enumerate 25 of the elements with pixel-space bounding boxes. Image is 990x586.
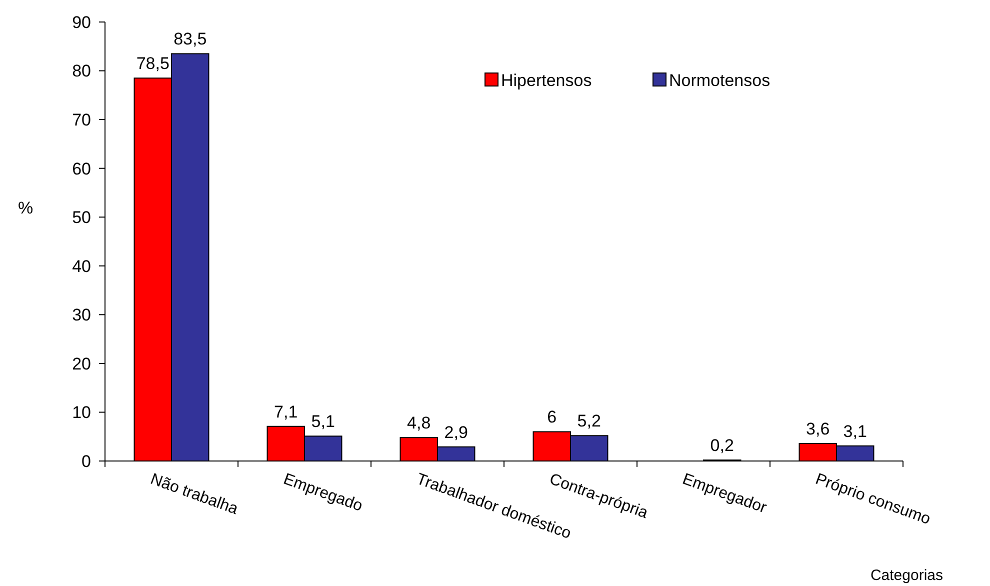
y-tick-label: 20 <box>72 354 91 374</box>
data-label: 83,5 <box>174 30 207 49</box>
data-label: 0,2 <box>710 436 734 456</box>
data-label: 2,9 <box>444 422 468 442</box>
legend-label: Hipertensos <box>501 70 592 90</box>
y-axis-title: % <box>18 198 34 218</box>
y-tick-label: 90 <box>72 12 91 32</box>
data-label: 6 <box>547 408 557 427</box>
y-tick-label: 50 <box>72 208 91 228</box>
data-label: 3,6 <box>806 419 830 438</box>
data-label: 78,5 <box>136 54 170 74</box>
legend-label: Normotensos <box>669 70 770 90</box>
data-label: 7,1 <box>274 402 298 422</box>
y-tick-label: 70 <box>72 110 91 130</box>
data-label: 5,1 <box>311 412 335 432</box>
y-tick-label: 60 <box>72 159 91 178</box>
x-axis-title: Categorias <box>870 567 943 584</box>
y-tick-label: 0 <box>82 452 91 471</box>
data-label: 3,1 <box>843 422 867 441</box>
y-tick-label: 30 <box>72 306 91 325</box>
data-label: 4,8 <box>407 414 431 433</box>
data-label: 5,2 <box>577 412 601 431</box>
y-tick-label: 10 <box>72 403 91 422</box>
y-tick-label: 40 <box>72 256 91 276</box>
y-tick-label: 80 <box>72 62 91 81</box>
